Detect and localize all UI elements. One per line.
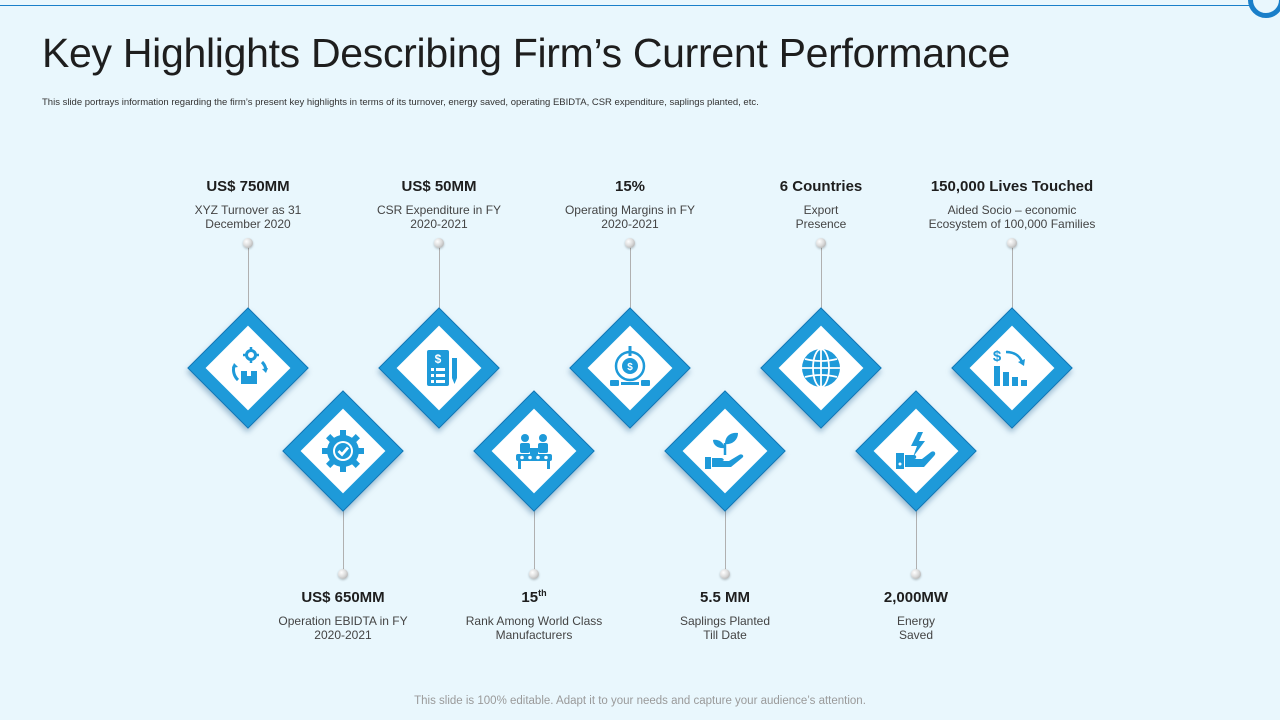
highlight-csr: US$ 50MM CSR Expenditure in FY 2020-2021 xyxy=(344,178,534,231)
highlight-value: 2,000MW xyxy=(883,589,949,606)
corner-ring-decoration xyxy=(1248,0,1280,18)
connector-line xyxy=(534,508,535,574)
connector-line xyxy=(630,243,631,309)
highlight-turnover: US$ 750MM XYZ Turnover as 31 December 20… xyxy=(153,178,343,231)
highlight-description: XYZ Turnover as 31 December 2020 xyxy=(153,203,343,231)
connector-knob xyxy=(1007,238,1017,248)
highlight-desc-line: Saplings Planted xyxy=(679,614,771,628)
page-title: Key Highlights Describing Firm’s Current… xyxy=(42,30,1010,76)
highlight-desc-line: Aided Socio – economic xyxy=(947,203,1077,217)
highlight-desc-line: CSR Expenditure in FY xyxy=(376,203,502,217)
connector-knob xyxy=(338,569,348,579)
diamond-turnover xyxy=(187,307,309,429)
svg-text:$: $ xyxy=(627,362,633,373)
connector-line xyxy=(343,508,344,574)
production-line-icon xyxy=(504,421,564,481)
highlight-desc-line: 2020-2021 xyxy=(601,217,659,231)
connector-knob xyxy=(243,238,253,248)
connector-knob xyxy=(720,569,730,579)
diamond-ebidta xyxy=(282,390,404,512)
connector-line xyxy=(439,243,440,309)
hand-sapling-icon xyxy=(695,421,755,481)
highlight-value: 5.5 MM xyxy=(699,589,750,606)
diamond-operating-margin: $ xyxy=(569,307,691,429)
connector-line xyxy=(248,243,249,309)
highlight-description: Export Presence xyxy=(726,203,916,231)
connector-knob xyxy=(625,238,635,248)
turnover-cycle-icon xyxy=(218,338,278,398)
highlight-value: 15% xyxy=(614,178,646,195)
highlight-description: Rank Among World Class Manufacturers xyxy=(439,614,629,642)
highlight-description: CSR Expenditure in FY 2020-2021 xyxy=(344,203,534,231)
highlight-description: Aided Socio – economic Ecosystem of 100,… xyxy=(906,203,1118,231)
diamond-export xyxy=(760,307,882,429)
highlight-desc-line: 2020-2021 xyxy=(314,628,372,642)
highlight-desc-line: Operation EBIDTA in FY xyxy=(278,614,408,628)
highlight-desc-line: December 2020 xyxy=(205,217,291,231)
diamond-energy xyxy=(855,390,977,512)
connector-line xyxy=(821,243,822,309)
svg-text:$: $ xyxy=(435,352,442,366)
top-rule xyxy=(0,5,1250,6)
diamond-saplings xyxy=(664,390,786,512)
highlight-rank: 15th Rank Among World Class Manufacturer… xyxy=(439,589,629,643)
highlight-desc-line: Operating Margins in FY xyxy=(564,203,696,217)
connector-line xyxy=(916,508,917,574)
highlight-desc-line: Ecosystem of 100,000 Families xyxy=(928,217,1096,231)
expense-document-icon: $ xyxy=(409,338,469,398)
connector-knob xyxy=(529,569,539,579)
highlight-description: Operating Margins in FY 2020-2021 xyxy=(535,203,725,231)
highlight-desc-line: 2020-2021 xyxy=(410,217,468,231)
dollar-target-icon: $ xyxy=(600,338,660,398)
diamond-rank xyxy=(473,390,595,512)
highlight-value: US$ 650MM xyxy=(301,589,385,606)
highlight-lives-touched: 150,000 Lives Touched Aided Socio – econ… xyxy=(906,178,1118,231)
highlight-description: Operation EBIDTA in FY 2020-2021 xyxy=(248,614,438,642)
diamond-csr: $ xyxy=(378,307,500,429)
highlight-desc-line: Manufacturers xyxy=(495,628,573,642)
highlight-description: Saplings Planted Till Date xyxy=(630,614,820,642)
highlight-energy: 2,000MW Energy Saved xyxy=(821,589,1011,642)
hand-energy-icon xyxy=(886,421,946,481)
page-subtitle: This slide portrays information regardin… xyxy=(42,97,759,108)
rank-suffix: th xyxy=(538,588,547,598)
svg-text:$: $ xyxy=(993,348,1002,365)
connector-line xyxy=(1012,243,1013,309)
footer-note: This slide is 100% editable. Adapt it to… xyxy=(414,695,866,707)
highlight-saplings: 5.5 MM Saplings Planted Till Date xyxy=(630,589,820,642)
highlight-desc-line: Till Date xyxy=(703,628,747,642)
highlight-desc-line: Energy xyxy=(896,614,936,628)
highlight-value: US$ 50MM xyxy=(401,178,477,195)
highlight-ebidta: US$ 650MM Operation EBIDTA in FY 2020-20… xyxy=(248,589,438,642)
highlight-export: 6 Countries Export Presence xyxy=(726,178,916,231)
connector-knob xyxy=(911,569,921,579)
highlight-value: US$ 750MM xyxy=(206,178,290,195)
highlight-desc-line: Export xyxy=(803,203,839,217)
highlight-desc-line: Presence xyxy=(795,217,847,231)
connector-knob xyxy=(816,238,826,248)
rank-number: 15 xyxy=(521,589,539,606)
connector-line xyxy=(725,508,726,574)
highlight-description: Energy Saved xyxy=(821,614,1011,642)
dollar-decline-chart-icon: $ xyxy=(982,338,1042,398)
highlight-operating-margin: 15% Operating Margins in FY 2020-2021 xyxy=(535,178,725,231)
gear-check-icon xyxy=(313,421,373,481)
highlight-value: 6 Countries xyxy=(779,178,863,195)
connector-knob xyxy=(434,238,444,248)
highlight-value: 15th xyxy=(439,589,629,607)
highlight-desc-line: Saved xyxy=(898,628,934,642)
highlight-desc-line: XYZ Turnover as 31 xyxy=(194,203,302,217)
globe-icon xyxy=(791,338,851,398)
highlight-desc-line: Rank Among World Class xyxy=(465,614,603,628)
diamond-lives-touched: $ xyxy=(951,307,1073,429)
highlight-value: 150,000 Lives Touched xyxy=(930,178,1094,195)
